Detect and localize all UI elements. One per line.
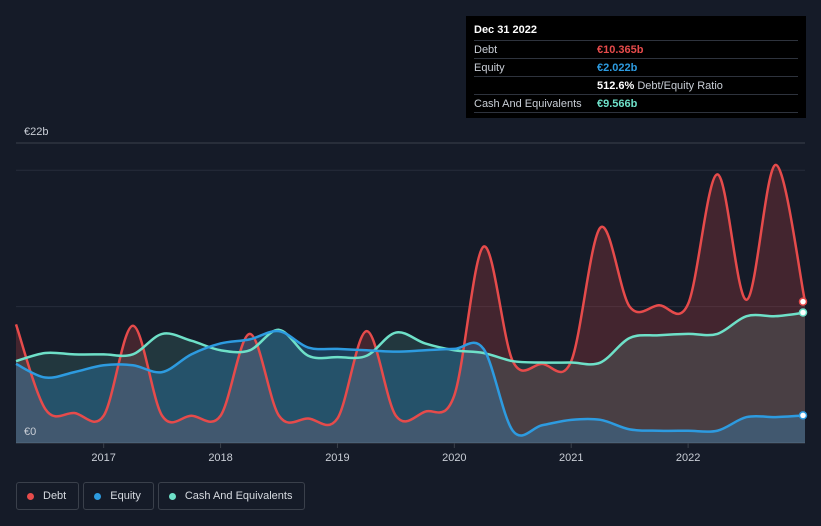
x-tick-label: 2018 bbox=[208, 452, 232, 464]
y-tick-label: €22b bbox=[24, 126, 48, 138]
x-tick-label: 2021 bbox=[559, 452, 583, 464]
equity-line bbox=[15, 329, 806, 437]
x-tick-label: 2019 bbox=[325, 452, 349, 464]
legend-item-debt[interactable]: Debt bbox=[16, 482, 80, 510]
tooltip-row-ratio: 512.6% Debt/Equity Ratio bbox=[474, 76, 798, 94]
debt-end-marker bbox=[798, 297, 808, 306]
tooltip-cash-label: Cash And Equivalents bbox=[474, 97, 582, 110]
tooltip-debt-value: €10.365b bbox=[597, 43, 644, 56]
tooltip-ratio-value: 512.6% bbox=[597, 79, 635, 92]
equity-end-marker bbox=[798, 411, 808, 420]
tooltip-cash-value: €9.566b bbox=[597, 97, 638, 110]
equity-area bbox=[16, 331, 805, 443]
debt-line bbox=[14, 163, 807, 427]
tooltip-equity-label: Equity bbox=[474, 61, 505, 74]
cash-area bbox=[16, 312, 805, 443]
cash-end-marker bbox=[798, 308, 808, 317]
legend-item-equity[interactable]: Equity bbox=[83, 482, 154, 510]
tooltip-equity-value: €2.022b bbox=[597, 61, 638, 74]
x-tick-label: 2020 bbox=[442, 452, 466, 464]
grid-lines bbox=[16, 142, 805, 444]
tooltip-date: Dec 31 2022 bbox=[474, 24, 537, 36]
tooltip-row-debt: Debt €10.365b bbox=[474, 40, 798, 58]
end-markers bbox=[798, 297, 808, 420]
x-tick-label: 2017 bbox=[91, 452, 115, 464]
y-tick-label: €0 bbox=[24, 426, 36, 438]
debt-dot-icon bbox=[27, 492, 34, 500]
series-lines bbox=[14, 163, 807, 437]
tooltip-ratio-label: Debt/Equity Ratio bbox=[637, 79, 723, 92]
cash-line bbox=[15, 311, 806, 366]
tooltip-debt-label: Debt bbox=[474, 43, 498, 56]
tooltip-panel: Dec 31 2022 Debt €10.365b Equity €2.022b… bbox=[466, 16, 806, 118]
legend-equity-label: Equity bbox=[110, 490, 141, 502]
tooltip-row-equity: Equity €2.022b bbox=[474, 58, 798, 76]
series-areas bbox=[16, 164, 805, 443]
x-tick-label: 2022 bbox=[676, 452, 700, 464]
legend-debt-label: Debt bbox=[43, 490, 67, 502]
chart-legend: Debt Equity Cash And Equivalents bbox=[16, 482, 306, 510]
equity-dot-icon bbox=[94, 492, 102, 500]
tooltip-row-cash: Cash And Equivalents €9.566b bbox=[474, 94, 798, 113]
legend-cash-label: Cash And Equivalents bbox=[184, 490, 293, 502]
legend-item-cash[interactable]: Cash And Equivalents bbox=[157, 482, 306, 510]
axis-labels: €0 €22b 2017 2018 2019 2020 2021 2022 bbox=[24, 126, 700, 464]
cash-dot-icon bbox=[168, 492, 176, 500]
